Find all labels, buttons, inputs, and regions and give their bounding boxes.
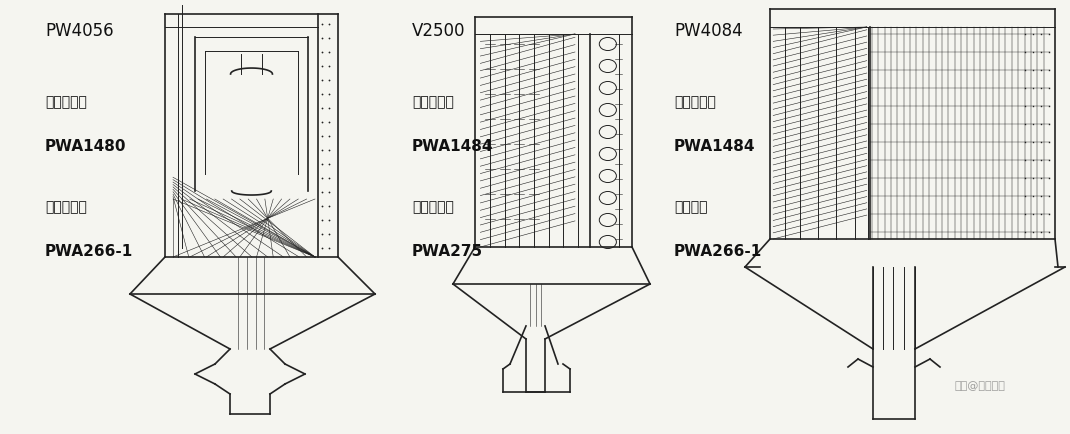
Text: PW4084: PW4084 [674,22,743,39]
Text: 叶片材料：: 叶片材料： [412,95,454,109]
Text: PWA266-1: PWA266-1 [45,243,133,258]
Text: 涂层材料: 涂层材料 [674,200,707,214]
Text: 涂层材料：: 涂层材料： [412,200,454,214]
Text: PWA266-1: PWA266-1 [674,243,762,258]
Text: 涂层材料：: 涂层材料： [45,200,87,214]
Text: 叶片材料：: 叶片材料： [45,95,87,109]
Text: PWA275: PWA275 [412,243,483,258]
Text: PWA1480: PWA1480 [45,139,126,154]
Text: PW4056: PW4056 [45,22,113,39]
Text: 头条@航空之家: 头条@航空之家 [954,381,1006,391]
Text: PWA1484: PWA1484 [412,139,493,154]
Text: V2500: V2500 [412,22,465,39]
Text: 叶片材料：: 叶片材料： [674,95,716,109]
Text: PWA1484: PWA1484 [674,139,755,154]
